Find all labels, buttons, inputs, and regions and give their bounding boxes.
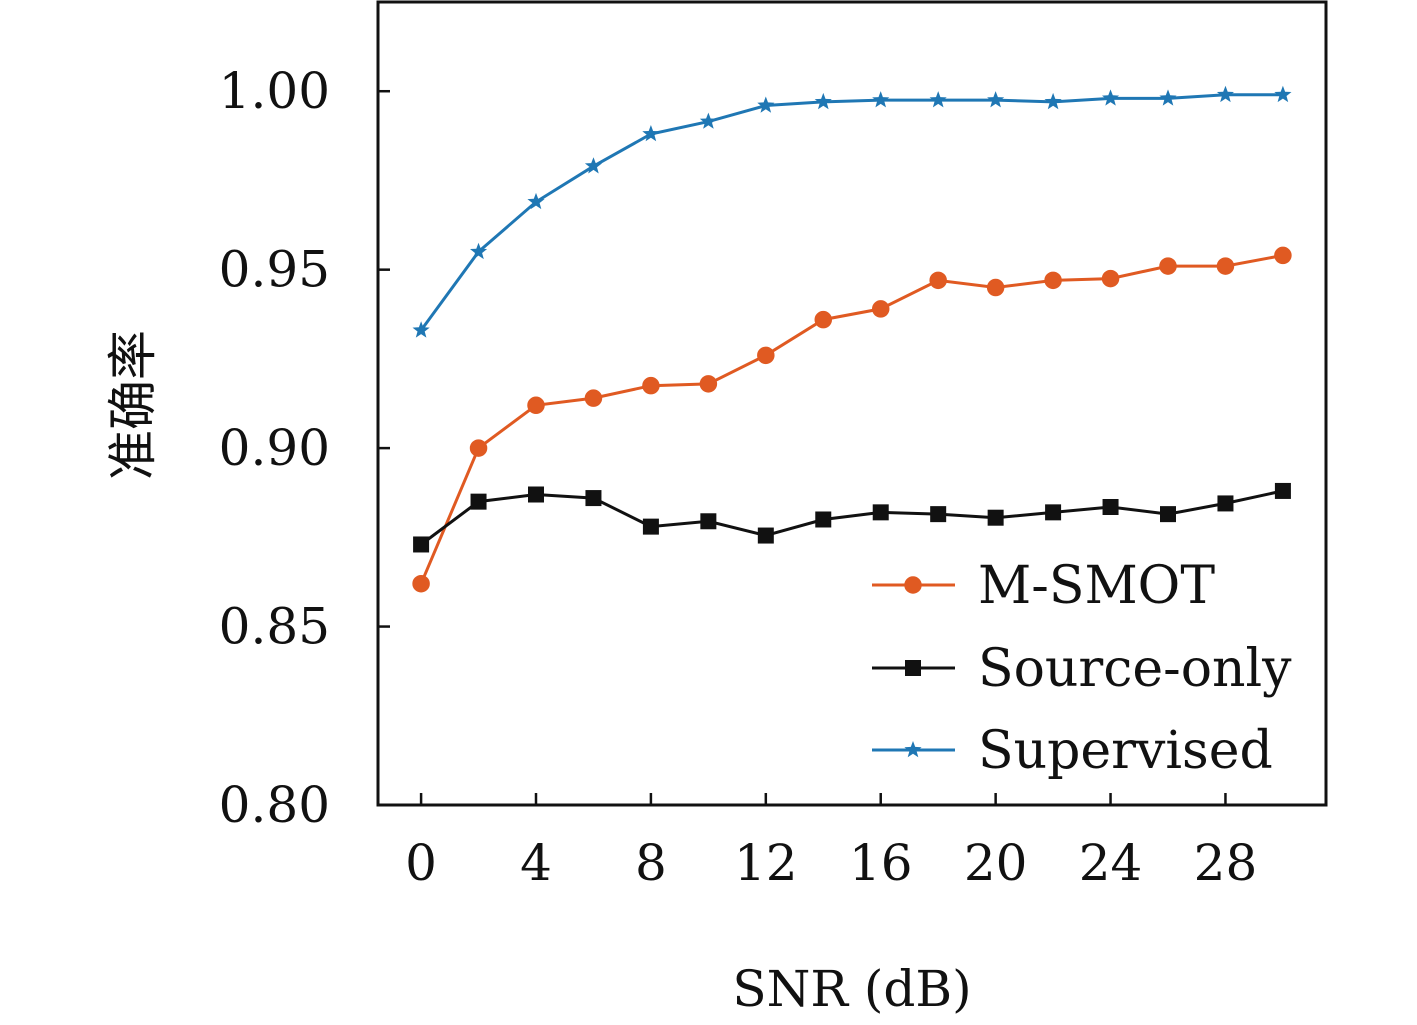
x-axis-title: SNR (dB) xyxy=(732,960,971,1018)
data-point-source-only xyxy=(930,506,947,523)
data-point-m-smot xyxy=(871,300,890,318)
data-point-m-smot xyxy=(584,389,603,407)
legend-label: M-SMOT xyxy=(978,556,1215,616)
data-point-supervised xyxy=(412,321,430,338)
legend-item-source-only: Source-only xyxy=(872,639,1292,699)
legend-marker xyxy=(905,660,921,676)
data-point-m-smot xyxy=(1159,257,1177,275)
data-point-m-smot xyxy=(1044,271,1062,290)
data-point-source-only xyxy=(1160,506,1176,523)
y-axis: 0.80 0.85 0.90 0.95 1.00 xyxy=(219,62,390,834)
data-point-m-smot xyxy=(699,375,718,393)
data-point-supervised xyxy=(1044,92,1062,110)
legend-item-m-smot: M-SMOT xyxy=(872,556,1215,616)
plot-frame xyxy=(376,0,1328,807)
data-point-supervised xyxy=(929,91,947,108)
data-point-source-only xyxy=(815,511,832,528)
x-tick-label: 8 xyxy=(635,834,667,892)
data-point-source-only xyxy=(757,527,774,544)
data-point-source-only xyxy=(642,518,659,535)
legend-marker xyxy=(904,576,922,594)
data-point-source-only xyxy=(1217,495,1234,512)
x-tick-label: 16 xyxy=(849,834,913,892)
data-point-source-only xyxy=(585,490,602,507)
data-point-supervised xyxy=(470,242,488,260)
data-point-supervised xyxy=(1216,85,1234,103)
series-m-smot xyxy=(412,246,1292,593)
data-point-supervised xyxy=(757,96,775,113)
x-tick-label: 12 xyxy=(734,834,798,892)
y-tick-label: 0.80 xyxy=(219,776,330,834)
legend: M-SMOT Source-only Supervised xyxy=(872,556,1292,781)
data-point-source-only xyxy=(528,486,544,503)
y-tick-label: 0.85 xyxy=(219,598,330,656)
data-point-supervised xyxy=(987,91,1005,108)
legend-item-supervised: Supervised xyxy=(872,721,1273,781)
data-point-m-smot xyxy=(814,310,833,329)
data-point-source-only xyxy=(1274,482,1291,499)
plot-area xyxy=(412,85,1292,593)
data-point-m-smot xyxy=(1101,269,1120,288)
legend-label: Source-only xyxy=(978,639,1292,699)
data-point-supervised xyxy=(699,112,717,129)
data-point-m-smot xyxy=(1216,257,1235,275)
legend-label: Supervised xyxy=(978,721,1273,781)
data-point-source-only xyxy=(1102,498,1119,515)
data-point-source-only xyxy=(987,509,1004,526)
data-point-supervised xyxy=(642,125,660,142)
x-tick-label: 4 xyxy=(520,834,552,892)
legend-marker xyxy=(904,741,922,758)
data-point-supervised xyxy=(1159,89,1177,106)
data-point-supervised xyxy=(584,157,602,174)
data-point-m-smot xyxy=(986,278,1005,297)
data-point-m-smot xyxy=(642,376,660,395)
data-point-supervised xyxy=(814,92,832,110)
data-point-m-smot xyxy=(929,271,947,290)
data-point-source-only xyxy=(413,536,430,553)
y-axis-title: 准确率 xyxy=(104,330,162,480)
data-point-supervised xyxy=(872,91,890,108)
data-point-source-only xyxy=(700,513,717,530)
data-point-m-smot xyxy=(469,439,488,457)
data-point-m-smot xyxy=(1274,246,1292,265)
data-point-m-smot xyxy=(757,346,775,365)
y-tick-label: 1.00 xyxy=(219,62,330,120)
x-tick-label: 0 xyxy=(405,834,437,892)
series-source-only xyxy=(413,482,1291,553)
data-point-supervised xyxy=(527,192,545,210)
data-point-supervised xyxy=(1102,89,1120,106)
y-tick-label: 0.90 xyxy=(219,419,330,477)
y-tick-label: 0.95 xyxy=(219,241,330,299)
x-tick-label: 20 xyxy=(964,834,1028,892)
x-tick-label: 24 xyxy=(1079,834,1143,892)
x-tick-label: 28 xyxy=(1194,834,1258,892)
data-point-source-only xyxy=(470,493,487,510)
data-point-source-only xyxy=(872,504,889,521)
data-point-supervised xyxy=(1274,85,1292,103)
x-axis: 0 4 8 12 16 20 24 28 xyxy=(405,793,1257,892)
data-point-m-smot xyxy=(412,574,430,593)
series-line-supervised xyxy=(419,93,1283,332)
data-point-source-only xyxy=(1045,504,1062,521)
series-line-m-smot xyxy=(419,253,1284,585)
series-supervised xyxy=(412,85,1292,338)
data-point-m-smot xyxy=(527,396,545,415)
series-line-source-only xyxy=(420,489,1284,546)
